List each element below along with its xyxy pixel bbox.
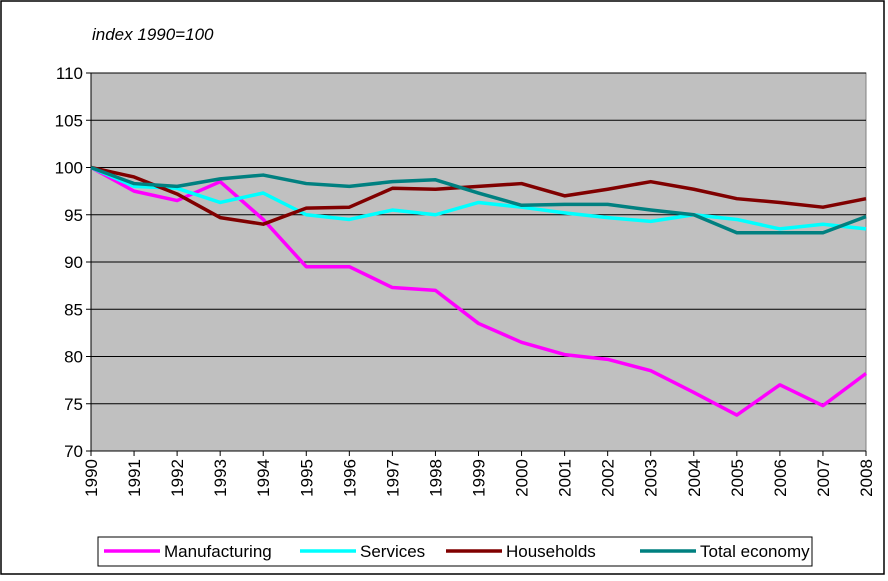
x-tick-label: 1994: [254, 459, 273, 497]
legend-label: Manufacturing: [164, 542, 272, 561]
x-tick-label: 1996: [340, 459, 359, 497]
x-tick-label: 2005: [728, 459, 747, 497]
x-tick-label: 1999: [470, 459, 489, 497]
series-line: [90, 165, 867, 231]
x-tick-label: 2006: [771, 459, 790, 497]
x-tick-label: 1995: [297, 459, 316, 497]
legend-label: Households: [506, 542, 596, 561]
legend-label: Total economy: [700, 542, 810, 561]
x-tick-label: 2007: [814, 459, 833, 497]
legend-label: Services: [360, 542, 425, 561]
series-line: [90, 165, 867, 235]
y-tick-label: 70: [64, 442, 83, 461]
x-tick-label: 2001: [556, 459, 575, 497]
y-tick-label: 75: [64, 395, 83, 414]
x-tick-label: 1992: [168, 459, 187, 497]
x-tick-label: 2008: [857, 459, 876, 497]
y-tick-label: 100: [55, 159, 83, 178]
series-line: [90, 165, 867, 226]
x-tick-label: 1997: [383, 459, 402, 497]
x-tick-label: 1991: [125, 459, 144, 497]
y-tick-label: 105: [55, 111, 83, 130]
x-tick-label: 1998: [426, 459, 445, 497]
y-tick-label: 85: [64, 300, 83, 319]
x-tick-label: 1990: [82, 459, 101, 497]
series-line: [90, 165, 868, 417]
x-tick-label: 2000: [513, 459, 532, 497]
x-tick-label: 2004: [685, 459, 704, 497]
x-tick-label: 2002: [599, 459, 618, 497]
x-tick-label: 1993: [211, 459, 230, 497]
x-tick-label: 2003: [642, 459, 661, 497]
y-tick-label: 90: [64, 253, 83, 272]
y-tick-label: 80: [64, 348, 83, 367]
y-tick-label: 95: [64, 206, 83, 225]
chart-title: index 1990=100: [92, 25, 214, 44]
y-tick-label: 110: [56, 64, 83, 83]
